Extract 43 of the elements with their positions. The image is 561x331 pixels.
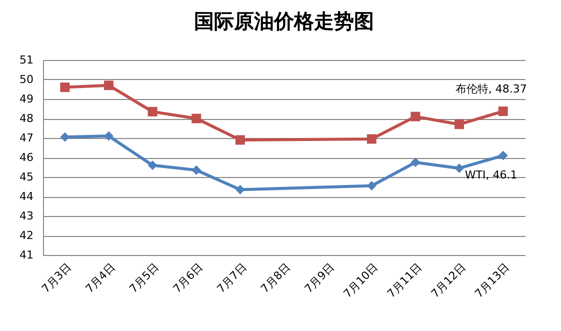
y-tick-label: 45 — [20, 170, 34, 184]
data-label: WTI, 46.1 — [464, 168, 518, 182]
point — [104, 131, 114, 141]
y-tick-label: 48 — [20, 112, 34, 125]
point — [498, 106, 508, 116]
y-tick-label: 49 — [20, 92, 34, 106]
point — [454, 120, 464, 130]
x-tick-label: 7月9日 — [302, 260, 337, 296]
x-tick-label: 7月13日 — [472, 260, 512, 300]
point — [60, 132, 70, 142]
y-tick-label: 51 — [20, 54, 34, 66]
point — [235, 184, 245, 194]
y-tick-label: 43 — [20, 210, 34, 222]
x-tick-label: 7月8日 — [258, 260, 293, 296]
point — [192, 114, 202, 124]
point — [104, 80, 114, 90]
point — [366, 181, 376, 191]
point — [192, 165, 202, 175]
y-tick-label: 44 — [20, 190, 34, 203]
x-tick-label: 7月4日 — [83, 260, 118, 296]
data-label: 布伦特, 48.37 — [455, 82, 527, 96]
x-tick-label: 7月7日 — [214, 260, 250, 296]
x-tick-label: 7月11日 — [384, 260, 424, 300]
chart-title: 国际原油价格走势图 — [194, 9, 374, 33]
point — [410, 158, 420, 168]
point — [366, 134, 376, 144]
y-tick-label: 46 — [20, 151, 34, 164]
point — [148, 160, 158, 170]
x-tick-label: 7月6日 — [170, 260, 206, 296]
point — [410, 112, 420, 122]
y-tick-label: 41 — [20, 248, 34, 262]
point — [235, 135, 245, 145]
y-tick-label: 47 — [20, 132, 34, 144]
x-tick-label: 7月12日 — [428, 260, 468, 300]
point — [60, 82, 70, 92]
x-tick-label: 7月5日 — [126, 260, 162, 296]
y-tick-label: 42 — [20, 229, 34, 242]
x-tick-label: 7月3日 — [39, 260, 74, 296]
y-tick-label: 50 — [20, 73, 34, 86]
point — [498, 150, 508, 160]
x-tick-label: 7月10日 — [341, 260, 381, 300]
point — [454, 163, 464, 173]
point — [148, 106, 158, 116]
